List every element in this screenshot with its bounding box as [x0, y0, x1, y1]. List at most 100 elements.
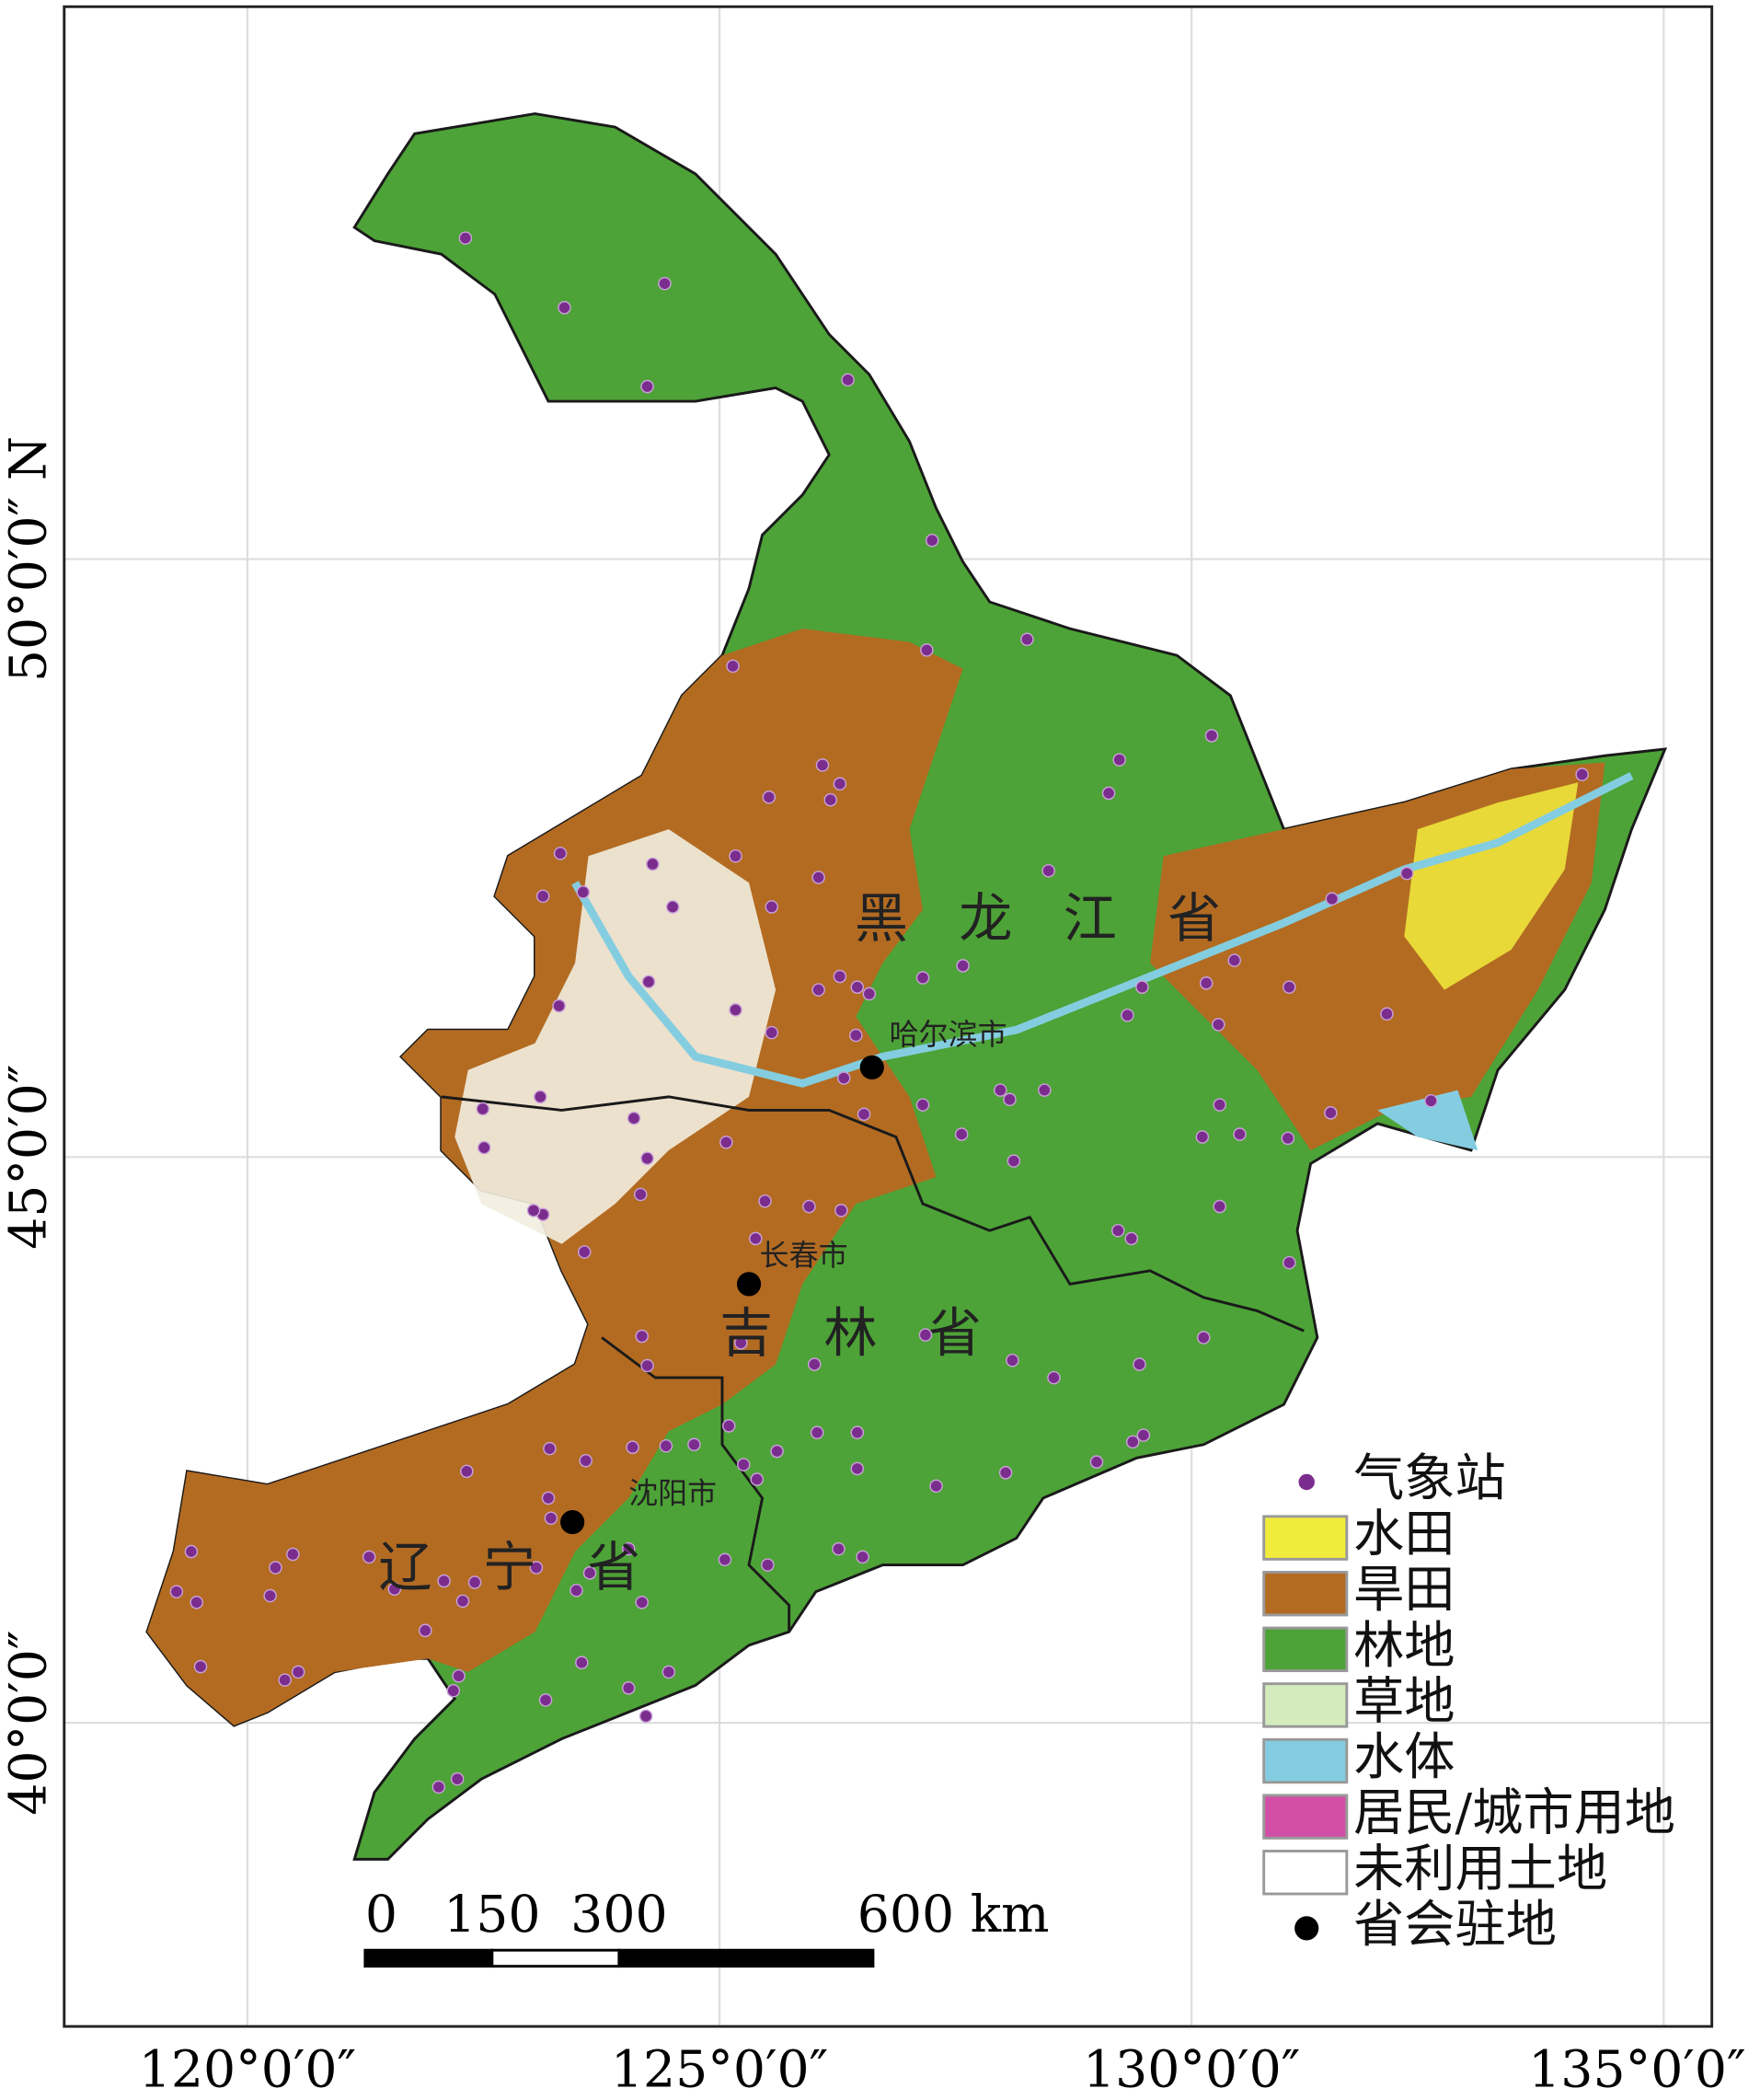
station — [621, 1681, 636, 1695]
station — [569, 1583, 583, 1598]
station — [665, 900, 680, 914]
station — [1136, 1428, 1151, 1442]
station — [920, 643, 934, 657]
station — [1399, 866, 1414, 881]
station — [190, 1596, 203, 1610]
legend-label: 未利用土地 — [1353, 1840, 1607, 1898]
station — [535, 889, 550, 904]
station — [431, 1780, 446, 1794]
station — [1195, 1130, 1210, 1144]
station — [452, 1668, 466, 1683]
legend-swatch — [1262, 1570, 1349, 1617]
station — [765, 900, 779, 914]
station — [169, 1585, 184, 1598]
station — [558, 301, 571, 315]
station — [1124, 1231, 1139, 1246]
station — [552, 998, 566, 1013]
station — [362, 1550, 376, 1564]
station — [641, 975, 656, 989]
station — [582, 1566, 597, 1580]
station — [718, 1552, 732, 1567]
station — [1121, 1008, 1134, 1022]
station — [579, 1453, 592, 1468]
station — [719, 1136, 733, 1149]
station — [1007, 1154, 1021, 1168]
station — [915, 971, 930, 985]
station — [1424, 1093, 1438, 1108]
legend-label: 旱田 — [1353, 1561, 1455, 1620]
station — [915, 1098, 930, 1112]
station — [857, 1107, 871, 1122]
station — [659, 1438, 673, 1453]
station — [1112, 753, 1126, 767]
scale-segment — [490, 1948, 621, 1968]
station — [526, 1204, 541, 1217]
station — [1110, 1223, 1125, 1238]
station — [538, 1693, 553, 1707]
lat-label: 50°0′0″ N — [0, 436, 58, 682]
legend-label: 水田 — [1353, 1506, 1455, 1564]
station — [1197, 1331, 1211, 1344]
scale-label: 0 — [365, 1886, 397, 1944]
legend-label: 林地 — [1353, 1617, 1455, 1676]
station — [646, 857, 660, 871]
station — [954, 1127, 969, 1141]
station — [1089, 1455, 1104, 1469]
station — [638, 1709, 653, 1724]
station — [762, 790, 776, 804]
scale-bar: 0 150 300 600 km — [363, 1886, 1050, 1968]
scale-label: 150 — [443, 1886, 540, 1944]
lon-label: 125°0′0″ — [611, 2040, 828, 2099]
station — [765, 1025, 779, 1040]
water-river — [571, 772, 1634, 1088]
station — [553, 847, 568, 860]
station — [1380, 1007, 1394, 1021]
station — [635, 1596, 650, 1610]
station — [661, 1665, 676, 1679]
station — [640, 1151, 654, 1166]
station — [1283, 980, 1296, 994]
station — [458, 231, 473, 245]
station — [998, 1466, 1013, 1480]
station — [193, 1659, 208, 1674]
scale-segment — [363, 1948, 494, 1968]
lon-label: 135°0′0″ E — [1528, 2040, 1760, 2099]
station — [658, 276, 672, 291]
station — [1135, 980, 1149, 994]
station — [729, 1003, 742, 1017]
station — [1324, 1106, 1338, 1120]
water-lake — [1377, 1090, 1478, 1151]
station — [621, 1541, 636, 1556]
station — [726, 659, 740, 674]
city-label: 长春市 — [760, 1238, 848, 1273]
lon-label: 120°0′0″ — [139, 2040, 356, 2099]
station — [640, 1358, 654, 1373]
station — [529, 1561, 544, 1575]
frame — [63, 5, 1714, 2028]
station — [1281, 1131, 1295, 1146]
station — [1213, 1098, 1226, 1112]
station — [634, 1187, 648, 1202]
station — [455, 1594, 470, 1609]
station — [832, 1541, 845, 1556]
province-boundary — [441, 1095, 1305, 1633]
station — [1041, 863, 1055, 878]
province-label: 吉林省 — [719, 1302, 1032, 1365]
station — [543, 1441, 557, 1456]
station — [811, 983, 825, 997]
station — [850, 980, 865, 994]
capital — [736, 1272, 762, 1297]
station — [269, 1561, 282, 1575]
station — [1575, 767, 1589, 781]
station — [626, 1440, 639, 1454]
station — [1283, 1255, 1296, 1270]
station — [850, 1425, 865, 1439]
station — [1227, 953, 1241, 967]
station — [1233, 1127, 1247, 1141]
station — [808, 1357, 822, 1371]
station — [640, 379, 654, 394]
station — [263, 1588, 277, 1603]
station — [1101, 786, 1116, 801]
